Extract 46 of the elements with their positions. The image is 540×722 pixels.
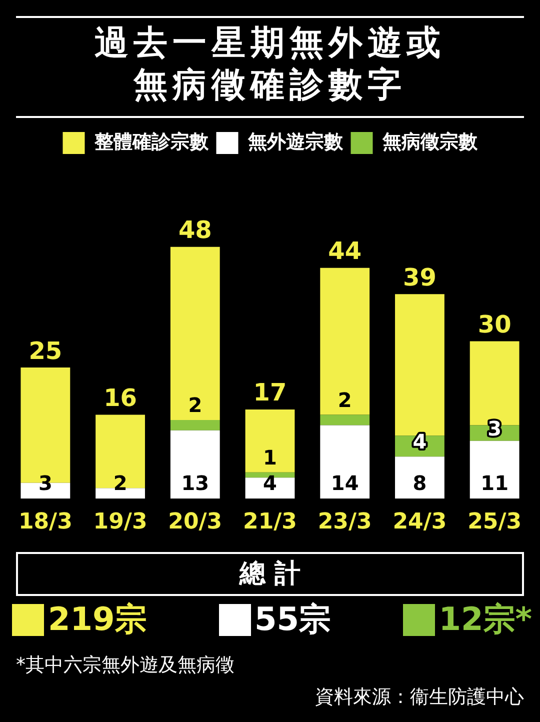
data-label: 11 — [480, 470, 508, 495]
legend-label: 無外遊宗數 — [246, 130, 344, 153]
x-tick-label: 23/3 — [318, 510, 372, 535]
bar — [245, 409, 295, 472]
data-label: 8 — [412, 470, 427, 495]
x-tick-label: 25/3 — [468, 510, 522, 535]
bar — [170, 420, 220, 430]
data-label: 3 — [488, 416, 502, 440]
x-tick-label: 20/3 — [168, 510, 222, 535]
text: *其中六宗無外遊及無病徵 — [16, 653, 234, 678]
text: 12宗* — [438, 599, 532, 640]
bar — [320, 268, 370, 415]
bar — [320, 414, 370, 426]
bar — [395, 456, 444, 499]
bar — [96, 414, 145, 488]
source-note: 資料來源：衞生防護中心 — [315, 685, 524, 710]
text: 總 計 — [16, 552, 524, 596]
bar — [170, 246, 220, 420]
x-tick-label: 21/3 — [243, 510, 297, 535]
data-label: 2 — [188, 393, 202, 418]
data-label: 2 — [338, 388, 352, 412]
total-label: 17 — [253, 378, 287, 407]
data-label: 4 — [263, 470, 277, 495]
text: 219宗 — [48, 599, 147, 640]
total-label: 48 — [178, 216, 212, 244]
total-label: 16 — [104, 384, 137, 412]
x-tick-label: 18/3 — [18, 510, 72, 535]
total-label: 44 — [328, 237, 362, 266]
text: 55宗 — [254, 599, 332, 640]
bar — [470, 440, 520, 499]
chart-title: 過去一星期無外遊或無病徵確診數字 — [94, 22, 446, 106]
total-label: 39 — [403, 263, 436, 292]
data-label: 13 — [181, 470, 210, 495]
x-tick-label: 19/3 — [93, 510, 148, 535]
legend-label: 整體確診宗數 — [93, 130, 210, 153]
bar — [96, 488, 145, 499]
data-label: 4 — [412, 429, 427, 454]
bar — [170, 430, 220, 499]
legend-label: 無病徵宗數 — [381, 130, 478, 153]
total-label: 25 — [28, 336, 62, 365]
x-tick-label: 24/3 — [392, 510, 447, 535]
total-label: 30 — [478, 310, 512, 339]
data-label: 14 — [330, 470, 359, 495]
data-label: 1 — [263, 446, 277, 470]
bar — [320, 425, 370, 499]
data-label: 2 — [113, 470, 128, 495]
